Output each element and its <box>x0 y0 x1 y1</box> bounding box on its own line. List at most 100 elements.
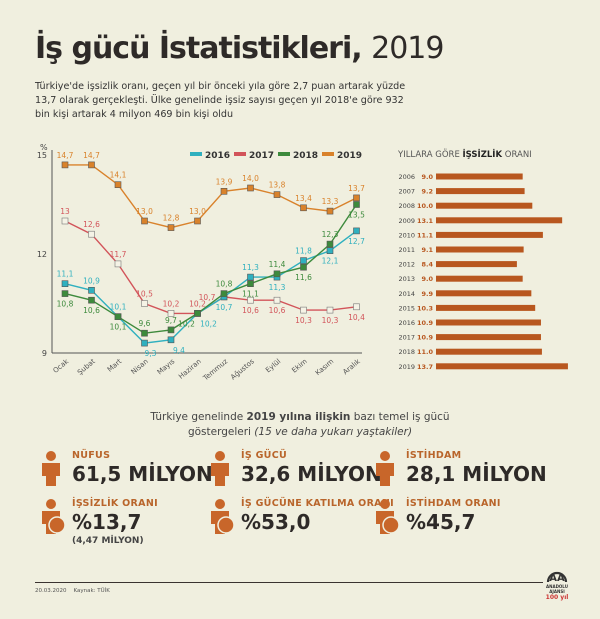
bar-2006 <box>436 173 523 180</box>
data-label-2016: 11,8 <box>295 247 312 256</box>
data-label-2017: 10,3 <box>295 316 312 325</box>
indicator-value: %45,7 <box>406 510 476 534</box>
data-label-2018: 9,7 <box>165 316 177 325</box>
point-2019 <box>247 184 254 192</box>
point-2017 <box>326 306 334 314</box>
data-label-2018: 13,5 <box>348 211 365 220</box>
participation-icon <box>205 498 235 534</box>
data-label-2016: 9,4 <box>173 346 185 355</box>
data-label-2019: 13,7 <box>348 184 365 193</box>
bar-2018 <box>436 348 542 355</box>
legend-label-2017: 2017 <box>249 151 274 161</box>
data-label-2018: 12,3 <box>322 230 339 239</box>
indicator-extra: (4,47 MİLYON) <box>72 536 144 546</box>
point-2016 <box>61 280 69 288</box>
point-2019 <box>326 207 334 215</box>
data-label-2019: 13,9 <box>216 177 233 186</box>
point-2019 <box>88 161 95 169</box>
bar-value-label: 10.9 <box>417 334 434 342</box>
employment-rate-icon <box>370 498 400 534</box>
bar-year-label: 2007 <box>398 188 415 196</box>
data-label-2018: 10,8 <box>216 280 233 289</box>
bar-value-label: 9.2 <box>421 188 433 196</box>
bar-year-label: 2006 <box>398 173 415 181</box>
point-2018 <box>114 313 122 321</box>
data-label-2017: 10,3 <box>322 316 339 325</box>
point-2017 <box>167 310 175 317</box>
aa-logo-icon: AA <box>546 571 568 584</box>
data-label-2019: 13,3 <box>322 197 339 206</box>
bar-value-label: 11.1 <box>417 231 434 239</box>
point-2017 <box>273 296 281 304</box>
x-tick-label: Ocak <box>52 357 71 375</box>
bar-year-label: 2008 <box>398 202 415 210</box>
footer-date: 20.03.2020 <box>35 588 67 594</box>
point-2018 <box>61 290 69 297</box>
bar-year-label: 2019 <box>398 363 415 371</box>
bar-year-label: 2009 <box>398 217 415 225</box>
y-tick-label: 9 <box>42 349 47 358</box>
bar-value-label: 9.9 <box>421 290 433 298</box>
bar-value-label: 9.1 <box>421 246 433 254</box>
page-title: İş gücü İstatistikleri, 2019 <box>35 31 444 66</box>
bar-year-label: 2015 <box>398 304 415 312</box>
point-2017 <box>141 300 148 307</box>
sub-post: bazı temel iş gücü <box>350 411 450 423</box>
bar-2017 <box>436 334 541 341</box>
bar-value-label: 13.1 <box>417 217 434 225</box>
indicator-5: İSTİHDAM ORANI %45,7 <box>370 498 501 534</box>
point-2018 <box>353 201 360 208</box>
data-label-2019: 13,4 <box>295 194 312 203</box>
legend-swatch-2018 <box>278 152 290 156</box>
sub-line2: göstergeleri <box>187 426 255 438</box>
indicator-3: İŞSİZLİK ORANI %13,7 (4,47 MİLYON) <box>36 498 158 546</box>
bar-value-label: 10.9 <box>417 319 434 327</box>
data-label-2017: 10,6 <box>269 306 286 315</box>
indicators-subtitle: Türkiye genelinde 2019 yılına ilişkin ba… <box>0 410 600 440</box>
workforce-icon <box>205 450 235 486</box>
data-label-2017: 11,7 <box>110 250 127 259</box>
y-tick-label: 12 <box>37 250 47 259</box>
bar-title-post: ORANI <box>502 150 532 160</box>
x-tick-label: Aralık <box>341 357 362 377</box>
data-label-2017: 10,7 <box>199 293 216 302</box>
legend-label-2016: 2016 <box>205 151 230 161</box>
bar-year-label: 2017 <box>398 334 415 342</box>
point-2018 <box>194 310 201 317</box>
x-tick-label: Haziran <box>177 357 203 380</box>
point-2018 <box>220 290 228 297</box>
point-2017 <box>114 260 122 268</box>
data-label-2016: 10,7 <box>216 303 233 312</box>
x-tick-label: Nisan <box>130 357 150 376</box>
indicator-label: İSTİHDAM <box>406 450 462 461</box>
point-2019 <box>114 181 122 188</box>
data-label-2017: 13 <box>60 207 70 216</box>
legend-swatch-2019 <box>322 152 334 156</box>
data-label-2019: 13,8 <box>269 181 286 190</box>
data-label-2016: 12,1 <box>322 257 339 266</box>
bar-year-label: 2010 <box>398 231 415 239</box>
sub-italic: (15 ve daha yukarı yaştakiler) <box>254 426 413 438</box>
x-tick-label: Mayıs <box>156 357 177 376</box>
bar-2012 <box>436 261 517 268</box>
legend-label-2018: 2018 <box>293 151 318 161</box>
indicator-0: NÜFUS 61,5 MİLYON <box>36 450 213 486</box>
employment-icon <box>370 450 400 486</box>
data-label-2016: 11,1 <box>57 270 74 279</box>
data-label-2016: 11,3 <box>242 263 259 272</box>
x-tick-label: Ekim <box>290 357 308 374</box>
data-label-2016: 9,3 <box>145 349 157 358</box>
point-2016 <box>300 257 307 264</box>
data-label-2017: 10,2 <box>189 299 206 308</box>
data-label-2019: 14,0 <box>242 174 259 183</box>
data-label-2016: 10,9 <box>83 276 100 285</box>
footer: 20.03.2020 Kaynak: TÜİK <box>35 588 110 594</box>
bar-2009 <box>436 217 563 224</box>
data-label-2018: 10,8 <box>57 300 74 309</box>
data-label-2018: 11,4 <box>269 260 286 269</box>
y-tick-label: 15 <box>37 151 47 160</box>
data-label-2018: 11,6 <box>295 273 312 282</box>
bar-chart-title: YILLARA GÖRE İŞSİZLİK ORANI <box>398 150 532 160</box>
indicator-4: İŞ GÜCÜNE KATILMA ORANI %53,0 <box>205 498 394 534</box>
data-label-2019: 12,8 <box>163 214 180 223</box>
